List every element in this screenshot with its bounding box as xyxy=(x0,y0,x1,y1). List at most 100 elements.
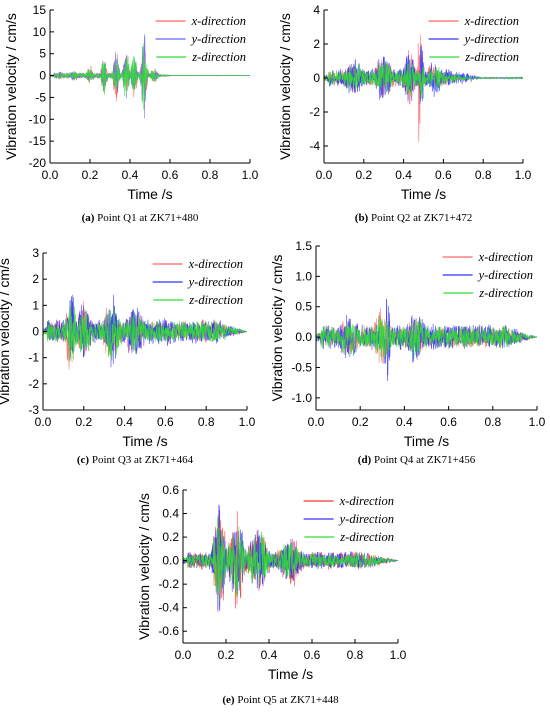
x-tick-label: 0.4 xyxy=(116,415,133,429)
y-tick-label: 0.0 xyxy=(162,554,179,568)
y-tick-label: -4 xyxy=(309,139,320,153)
series-line-z xyxy=(43,299,247,363)
panel-caption-label: (e) xyxy=(222,694,235,706)
plot-area xyxy=(324,34,523,143)
y-tick-label: 10 xyxy=(33,25,47,39)
legend: x-direction y-direction z-direction xyxy=(428,14,519,64)
x-tick-label: 0.6 xyxy=(435,168,452,182)
x-tick-label: 0.8 xyxy=(347,648,364,662)
plot-area xyxy=(43,294,247,370)
legend: x-direction y-direction z-direction xyxy=(303,494,394,544)
chart-panel-2: 0.0 0.2 0.4 0.6 0.8 1.0 4 2 0 -2 -4 Time /s Vibratio… xyxy=(277,3,532,224)
legend-label-z: z-direction xyxy=(478,286,533,300)
chart-panel-1: 0.0 0.2 0.4 0.6 0.8 1.0 15 10 5 0 -5 -10 -15 -20 Time … xyxy=(3,3,259,224)
y-axis-title: Vibration velocity / cm/s xyxy=(3,13,19,160)
panel-caption-text: Point Q3 at ZK71+464 xyxy=(89,454,193,466)
legend-label-y: y-direction xyxy=(187,275,243,289)
x-tick-label: 0.2 xyxy=(352,415,369,429)
x-tick-label: 0.8 xyxy=(202,168,219,182)
x-axis-title: Time /s xyxy=(404,433,449,449)
series-line-z xyxy=(183,515,398,601)
y-tick-label: 1.5 xyxy=(295,239,312,253)
y-tick-label: -0.2 xyxy=(158,577,179,591)
chart-panel-5: 0.0 0.2 0.4 0.6 0.8 1.0 0.6 0.4 0.2 0.0 -0.2 -0.4 -0… xyxy=(136,483,407,706)
y-tick-label: 1 xyxy=(32,298,39,312)
y-tick-label: -5 xyxy=(35,90,46,104)
panel-caption: (c) Point Q3 at ZK71+464 xyxy=(77,454,194,466)
x-tick-label: 1.0 xyxy=(515,168,532,182)
y-tick-label: 3 xyxy=(32,246,39,260)
legend-label-z: z-direction xyxy=(188,293,243,307)
y-axis-title: Vibration velocity / cm/s xyxy=(277,13,293,160)
series-line-y xyxy=(50,34,250,119)
plot-area xyxy=(183,504,398,613)
y-tick-label: 0 xyxy=(313,71,320,85)
y-tick-label: -1 xyxy=(28,351,39,365)
x-tick-label: 0.0 xyxy=(175,648,192,662)
x-tick-label: 0.4 xyxy=(395,168,412,182)
x-axis-title: Time /s xyxy=(127,186,172,202)
panel-caption: (e) Point Q5 at ZK71+448 xyxy=(222,694,339,706)
legend: x-direction y-direction z-direction xyxy=(155,14,246,64)
y-tick-label: 0.6 xyxy=(162,483,179,497)
plot-area xyxy=(50,34,250,119)
x-tick-label: 0.6 xyxy=(162,168,179,182)
legend-label-y: y-direction xyxy=(477,268,533,282)
legend-label-x: x-direction xyxy=(464,14,519,28)
y-tick-label: 0 xyxy=(32,325,39,339)
x-tick-label: 0.4 xyxy=(396,415,413,429)
x-axis-title: Time /s xyxy=(122,433,167,449)
legend-label-y: y-direction xyxy=(463,32,519,46)
panel-caption-label: (d) xyxy=(358,454,372,466)
y-tick-label: -2 xyxy=(309,105,320,119)
x-tick-label: 0.8 xyxy=(198,415,215,429)
x-tick-label: 0.8 xyxy=(484,415,501,429)
panel-caption-label: (a) xyxy=(82,212,95,224)
y-tick-label: 2 xyxy=(32,272,39,286)
panel-caption: (d) Point Q4 at ZK71+456 xyxy=(358,454,476,466)
y-tick-label: 0.4 xyxy=(162,507,179,521)
legend-label-y: y-direction xyxy=(338,512,394,526)
plot-area xyxy=(316,298,537,382)
y-tick-label: 0.0 xyxy=(295,330,312,344)
x-tick-label: 0.0 xyxy=(42,168,59,182)
legend-label-x: x-direction xyxy=(339,494,394,508)
series-line-z xyxy=(316,315,537,362)
panel-caption-label: (c) xyxy=(77,454,90,466)
y-tick-label: -15 xyxy=(29,134,47,148)
panel-caption-text: Point Q2 at ZK71+472 xyxy=(368,212,472,224)
legend-label-z: z-direction xyxy=(339,530,394,544)
y-tick-label: 2 xyxy=(313,37,320,51)
chart-panel-4: 0.0 0.2 0.4 0.6 0.8 1.0 1.5 1.0 0.5 0.0 -0.5 -1.0 Ti… xyxy=(269,239,546,466)
legend-label-x: x-direction xyxy=(478,250,533,264)
x-tick-label: 0.0 xyxy=(316,168,333,182)
panel-caption-text: Point Q1 at ZK71+480 xyxy=(94,212,198,224)
series-line-z xyxy=(50,43,250,110)
legend: x-direction y-direction z-direction xyxy=(152,257,243,307)
y-axis-title: Vibration velocity / cm/s xyxy=(0,258,12,405)
y-tick-label: 15 xyxy=(33,3,47,17)
y-tick-label: -0.5 xyxy=(291,360,312,374)
y-axis-title: Vibration velocity / cm/s xyxy=(136,493,152,640)
legend-label-z: z-direction xyxy=(464,50,519,64)
y-tick-label: 1.0 xyxy=(295,269,312,283)
legend-label-z: z-direction xyxy=(191,50,246,64)
x-tick-label: 1.0 xyxy=(390,648,407,662)
panel-caption-text: Point Q4 at ZK71+456 xyxy=(371,454,475,466)
y-tick-label: 0.2 xyxy=(162,530,179,544)
y-tick-label: 4 xyxy=(313,3,320,17)
chart-panel-3: 0.0 0.2 0.4 0.6 0.8 1.0 3 2 1 0 -1 -2 -3 Time /s Vibra… xyxy=(0,246,256,466)
x-tick-label: 1.0 xyxy=(239,415,256,429)
y-tick-label: 0 xyxy=(39,69,46,83)
y-tick-label: -10 xyxy=(29,112,47,126)
panel-caption: (b) Point Q2 at ZK71+472 xyxy=(355,212,472,224)
x-axis-title: Time /s xyxy=(268,666,313,682)
x-tick-label: 0.6 xyxy=(304,648,321,662)
panel-caption-text: Point Q5 at ZK71+448 xyxy=(235,694,339,706)
y-tick-label: 0.5 xyxy=(295,300,312,314)
y-axis-title: Vibration velocity / cm/s xyxy=(269,255,285,402)
x-tick-label: 1.0 xyxy=(529,415,546,429)
x-tick-label: 0.4 xyxy=(261,648,278,662)
y-tick-label: -3 xyxy=(28,403,39,417)
